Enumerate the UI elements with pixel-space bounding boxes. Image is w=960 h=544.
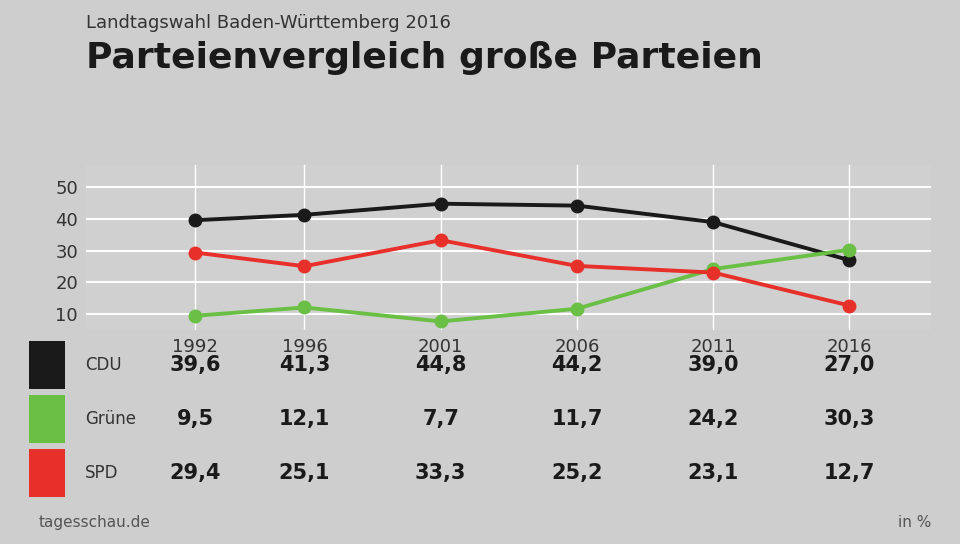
Text: 27,0: 27,0 <box>824 355 876 375</box>
Text: 41,3: 41,3 <box>278 355 330 375</box>
Bar <box>29 341 65 389</box>
Text: 44,8: 44,8 <box>415 355 467 375</box>
Text: 44,2: 44,2 <box>551 355 603 375</box>
Text: CDU: CDU <box>84 356 121 374</box>
Text: tagesschau.de: tagesschau.de <box>38 515 151 530</box>
Text: 25,1: 25,1 <box>278 463 330 483</box>
Bar <box>29 449 65 497</box>
Text: 39,6: 39,6 <box>170 355 221 375</box>
Bar <box>29 395 65 443</box>
Text: Landtagswahl Baden-Württemberg 2016: Landtagswahl Baden-Württemberg 2016 <box>86 14 451 32</box>
Text: 11,7: 11,7 <box>551 409 603 429</box>
Text: 33,3: 33,3 <box>415 463 467 483</box>
Text: 12,7: 12,7 <box>824 463 876 483</box>
Text: 7,7: 7,7 <box>422 409 459 429</box>
Text: SPD: SPD <box>84 464 118 482</box>
Text: 23,1: 23,1 <box>687 463 739 483</box>
Text: 30,3: 30,3 <box>824 409 876 429</box>
Text: 9,5: 9,5 <box>177 409 214 429</box>
Text: Parteienvergleich große Parteien: Parteienvergleich große Parteien <box>86 41 763 75</box>
Text: Grüne: Grüne <box>84 410 135 428</box>
Text: 25,2: 25,2 <box>551 463 603 483</box>
Text: 24,2: 24,2 <box>687 409 739 429</box>
Text: 29,4: 29,4 <box>170 463 221 483</box>
Text: in %: in % <box>898 515 931 530</box>
Text: 39,0: 39,0 <box>687 355 739 375</box>
Text: 12,1: 12,1 <box>278 409 330 429</box>
